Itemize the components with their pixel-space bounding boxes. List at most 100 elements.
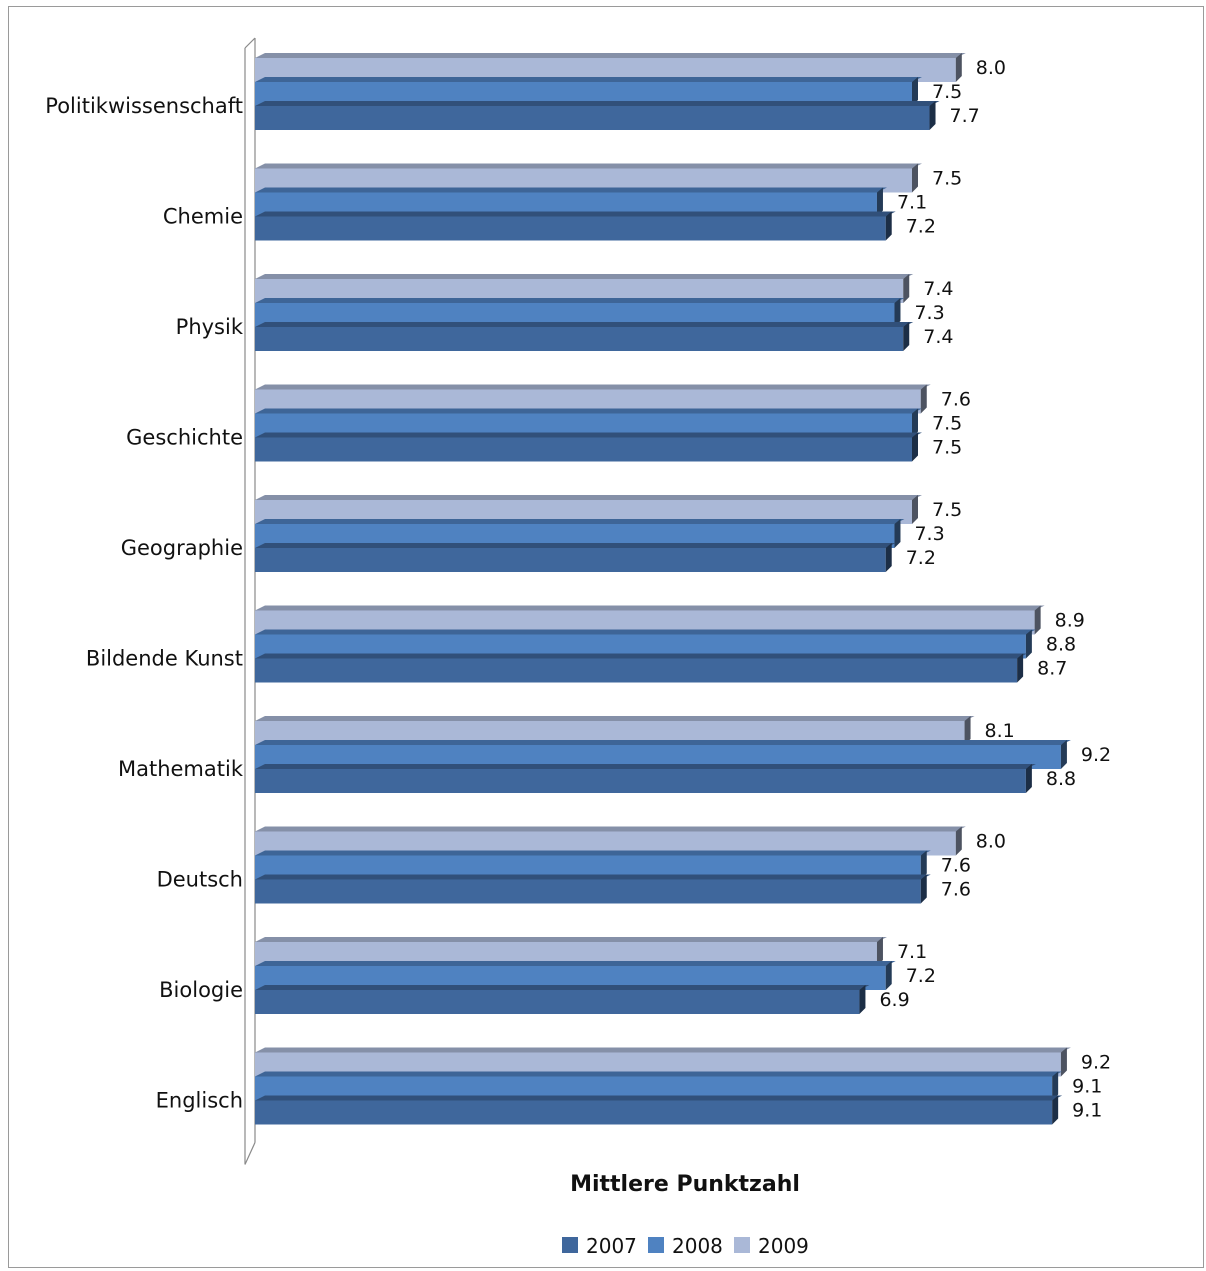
data-label: 7.1 [897,941,927,963]
bar-end-face [903,322,910,351]
bar-end-face [1017,653,1024,683]
bar-top-face [255,543,896,548]
bar-top-face [255,629,1036,635]
bar-end-face [1060,740,1067,769]
category-label: Englisch [156,1089,243,1113]
bar-2007 [255,990,860,1014]
category-label: Deutsch [157,868,243,892]
data-label: 7.5 [932,437,962,459]
data-label: 8.0 [976,831,1006,853]
bar-top-face [255,605,1045,611]
bar-end-face [912,495,918,524]
bar-end-face [885,543,892,572]
data-label: 7.7 [950,105,980,127]
bar-top-face [255,1095,1063,1101]
legend-swatch-2007 [562,1237,578,1253]
bar-end-face [1034,605,1041,635]
bar-end-face [929,101,936,130]
bar-top-face [255,163,922,169]
bar-end-face [912,432,918,462]
bar-end-face [894,519,901,548]
data-label: 7.2 [906,216,936,238]
bar-top-face [255,1071,1063,1077]
bar-end-face [920,874,927,904]
bar-end-face [955,826,962,856]
category-label: Chemie [163,205,243,229]
data-label: 8.7 [1037,658,1067,680]
legend-swatch-2008 [648,1237,664,1253]
bar-end-face [859,985,866,1014]
category-label: Geographie [121,536,243,560]
category-label: Biologie [159,978,243,1002]
bar-end-face [885,211,892,241]
bar-top-face [255,77,922,82]
data-label: 7.4 [923,278,953,300]
data-label: 7.6 [941,389,971,411]
data-label: 8.9 [1055,610,1085,632]
bar-top-face [255,985,870,990]
bar-end-face [912,408,918,438]
x-axis-title: Mittlere Punktzahl [570,1172,800,1197]
bar-top-face [255,826,966,832]
data-label: 9.1 [1072,1100,1102,1122]
bar-2007 [255,437,912,462]
bar-end-face [955,53,962,82]
bar-end-face [1060,1047,1067,1077]
category-label: Politikwissenschaft [45,94,243,118]
data-label: 7.5 [932,168,962,190]
y-axis-bottom-edge [244,1142,256,1165]
bar-2007 [255,879,921,904]
bar-top-face [255,53,966,58]
bar-end-face [885,961,892,990]
bar-end-face [920,384,927,414]
bar-top-face [255,298,905,303]
legend-label-2008: 2008 [672,1234,723,1258]
bar-top-face [255,519,905,524]
data-label: 7.3 [914,302,944,324]
legend-label-2007: 2007 [586,1234,637,1258]
bar-top-face [255,850,931,856]
bar-top-face [255,384,931,390]
bar-end-face [894,298,901,327]
data-label: 9.1 [1072,1076,1102,1098]
bar-top-face [255,495,922,500]
bar-top-face [255,716,975,721]
bar-2007 [255,106,930,130]
bar-top-face [255,432,922,438]
bar-end-face [876,187,883,217]
bar-2007 [255,658,1018,683]
bar-end-face [1052,1071,1059,1101]
bar-end-face [1025,764,1032,793]
category-label: Mathematik [118,757,244,781]
legend-swatch-2009 [734,1237,750,1253]
bar-top-face [255,211,896,217]
data-label: 7.3 [914,523,944,545]
y-axis-top-edge [244,37,256,49]
data-label: 7.5 [932,499,962,521]
bar-top-face [255,408,922,414]
data-label: 7.6 [941,855,971,877]
bar-2007 [255,548,886,572]
data-label: 6.9 [879,989,909,1011]
data-label: 8.8 [1046,768,1076,790]
bar-end-face [912,77,918,106]
data-label: 7.4 [923,326,953,348]
bar-top-face [255,764,1036,769]
bar-2007 [255,216,886,241]
bar-top-face [255,274,914,279]
data-label: 9.2 [1081,744,1111,766]
bar-top-face [255,101,940,106]
data-label: 8.1 [985,720,1015,742]
data-label: 7.5 [932,81,962,103]
bar-end-face [1025,629,1032,659]
bar-top-face [255,874,931,880]
bar-2007 [255,1100,1053,1125]
legend-label-2009: 2009 [758,1234,809,1258]
bar-top-face [255,937,887,942]
bar-end-face [903,274,910,303]
data-label: 7.1 [897,192,927,214]
data-label: 8.0 [976,57,1006,79]
data-label: 7.2 [906,547,936,569]
bar-top-face [255,1047,1071,1053]
